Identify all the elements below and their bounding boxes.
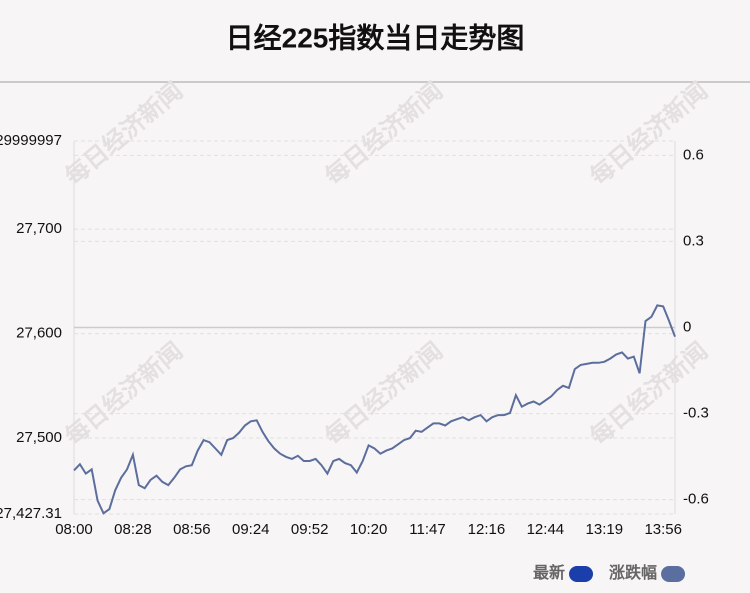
chart-title: 日经225指数当日走势图 xyxy=(226,21,525,53)
x-tick-label: 12:44 xyxy=(527,521,565,538)
series-line xyxy=(73,304,676,515)
legend-label: 涨跌幅 xyxy=(609,563,657,582)
x-tick-label: 08:00 xyxy=(55,521,93,538)
y2-tick-label: -0.3 xyxy=(683,405,709,422)
legend-swatch xyxy=(661,566,686,582)
y-tick-label: 27,500 xyxy=(16,429,62,446)
y2-tick-label: 0 xyxy=(683,318,691,335)
x-tick-label: 11:47 xyxy=(409,521,445,538)
y2-tick-label: 0.3 xyxy=(683,232,704,249)
x-tick-label: 08:56 xyxy=(173,521,211,538)
y-tick-label: 27,700 xyxy=(16,220,62,237)
x-tick-label: 09:52 xyxy=(291,521,329,538)
y2-tick-label: 0.6 xyxy=(683,146,704,163)
legend-swatch xyxy=(569,566,594,582)
x-tick-label: 08:28 xyxy=(114,521,152,538)
x-tick-label: 09:24 xyxy=(232,521,270,538)
y-tick-label: 27,427.31 xyxy=(0,505,62,522)
x-tick-label: 10:20 xyxy=(350,521,388,538)
y2-tick-label: -0.6 xyxy=(683,491,709,508)
x-tick-label: 13:19 xyxy=(586,521,624,538)
legend-label: 最新 xyxy=(533,563,565,582)
x-tick-label: 13:56 xyxy=(644,521,682,538)
y-tick-label: 27,784.29999997 xyxy=(0,132,62,149)
y-tick-label: 27,600 xyxy=(16,325,62,342)
x-tick-label: 12:16 xyxy=(468,521,506,538)
